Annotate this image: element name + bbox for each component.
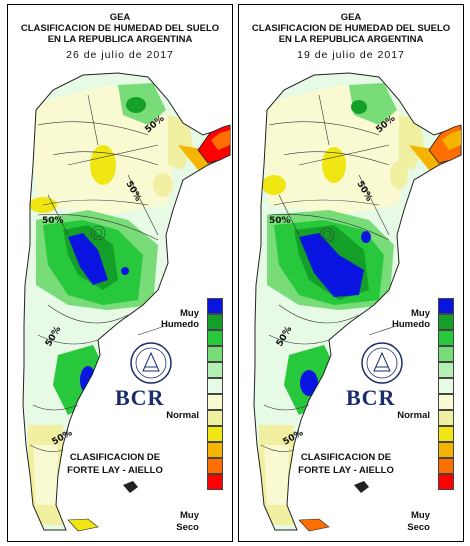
legend-swatch-4 <box>438 346 454 362</box>
bcr-logo-text: BCR <box>346 385 396 410</box>
classification-line2: FORTE LAY - AIELLO <box>67 465 163 476</box>
legend-swatch-12 <box>438 474 454 490</box>
map-date: 26 de julio de 2017 <box>66 49 174 61</box>
legend-swatch-9 <box>438 426 454 442</box>
legend-middle-label: Normal <box>166 410 199 421</box>
legend-swatch-11 <box>438 458 454 474</box>
legend-swatches <box>207 298 223 490</box>
map-title-line2: CLASIFICACION DE HUMEDAD DEL SUELO <box>20 23 220 34</box>
classification-label: CLASIFICACION DE FORTE LAY - AIELLO <box>285 451 407 477</box>
legend-swatches <box>438 298 454 490</box>
legend-swatch-4 <box>207 346 223 362</box>
legend-swatch-5 <box>207 362 223 378</box>
legend-bottom-label-1: Muy <box>411 510 430 521</box>
legend-swatch-2 <box>438 314 454 330</box>
legend-swatch-1 <box>207 298 223 314</box>
argentina-soil-map: 50% 50% 50% 50% 50% <box>253 72 462 532</box>
legend-swatch-3 <box>438 330 454 346</box>
classification-line1: CLASIFICACION DE <box>69 452 161 463</box>
map-title-line1: GEA <box>340 12 362 23</box>
classification-line1: CLASIFICACION DE <box>300 452 392 463</box>
map-title-line3: EN LA REPUBLICA ARGENTINA <box>47 34 193 45</box>
map-title-line1: GEA <box>109 12 131 23</box>
legend-swatch-9 <box>207 426 223 442</box>
legend-top-label-1: Muy <box>180 308 199 319</box>
map-panel-right: GEA CLASIFICACION DE HUMEDAD DEL SUELO E… <box>238 4 464 542</box>
legend-swatch-12 <box>207 474 223 490</box>
seal-icon <box>130 342 172 384</box>
legend-swatch-11 <box>207 458 223 474</box>
legend-swatch-8 <box>438 410 454 426</box>
legend-swatch-7 <box>207 394 223 410</box>
map-date: 19 de julio de 2017 <box>297 49 405 61</box>
legend-top-label-1: Muy <box>411 308 430 319</box>
map-title-line3: EN LA REPUBLICA ARGENTINA <box>278 34 424 45</box>
bcr-logo-text: BCR <box>115 385 165 410</box>
legend-swatch-3 <box>207 330 223 346</box>
legend-bottom-label-2: Seco <box>176 522 199 533</box>
legend-bottom-label-1: Muy <box>180 510 199 521</box>
legend-swatch-10 <box>438 442 454 458</box>
seal-icon <box>361 342 403 384</box>
legend-bottom-label-2: Seco <box>407 522 430 533</box>
legend-top-label-2: Humedo <box>392 319 430 330</box>
legend-swatch-8 <box>207 410 223 426</box>
classification-label: CLASIFICACION DE FORTE LAY - AIELLO <box>54 451 176 477</box>
legend-swatch-5 <box>438 362 454 378</box>
classification-line2: FORTE LAY - AIELLO <box>298 465 394 476</box>
legend-swatch-6 <box>207 378 223 394</box>
contour-label-3: 50% <box>42 216 64 226</box>
legend-swatch-2 <box>207 314 223 330</box>
legend-top-label-2: Humedo <box>161 319 199 330</box>
contour-label-3: 50% <box>269 216 291 226</box>
map-panel-left: GEA CLASIFICACION DE HUMEDAD DEL SUELO E… <box>7 4 233 542</box>
legend-swatch-1 <box>438 298 454 314</box>
argentina-soil-map: 50% 50% 50% 50% 50% <box>22 72 231 532</box>
legend-middle-label: Normal <box>397 410 430 421</box>
legend-swatch-7 <box>438 394 454 410</box>
map-title-line2: CLASIFICACION DE HUMEDAD DEL SUELO <box>251 23 451 34</box>
legend-swatch-10 <box>207 442 223 458</box>
legend-swatch-6 <box>438 378 454 394</box>
